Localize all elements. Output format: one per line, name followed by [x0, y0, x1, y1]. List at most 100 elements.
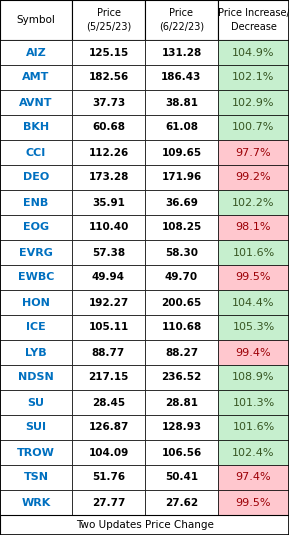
Text: 101.6%: 101.6%	[232, 248, 275, 257]
Text: Price Increase/
Decrease: Price Increase/ Decrease	[218, 9, 289, 32]
Text: 200.65: 200.65	[161, 297, 202, 308]
Text: Symbol: Symbol	[16, 15, 55, 25]
Bar	[145, 65, 218, 90]
Bar	[0, 415, 72, 440]
Text: 36.69: 36.69	[165, 197, 198, 208]
Text: 99.4%: 99.4%	[236, 348, 271, 357]
Bar	[218, 265, 289, 290]
Bar	[145, 490, 218, 515]
Text: AVNT: AVNT	[19, 97, 53, 108]
Bar	[218, 340, 289, 365]
Text: 97.4%: 97.4%	[236, 472, 271, 483]
Text: 125.15: 125.15	[88, 48, 129, 57]
Bar	[72, 365, 145, 390]
Bar	[72, 340, 145, 365]
Text: 102.4%: 102.4%	[232, 447, 275, 457]
Text: 60.68: 60.68	[92, 123, 125, 133]
Text: 99.5%: 99.5%	[236, 272, 271, 282]
Text: 37.73: 37.73	[92, 97, 125, 108]
Text: AIZ: AIZ	[26, 48, 46, 57]
Text: 104.9%: 104.9%	[232, 48, 275, 57]
Text: EVRG: EVRG	[19, 248, 53, 257]
Bar	[145, 115, 218, 140]
Text: 112.26: 112.26	[88, 148, 129, 157]
Text: ICE: ICE	[26, 323, 46, 332]
Text: 108.25: 108.25	[161, 223, 202, 233]
Text: 100.7%: 100.7%	[232, 123, 275, 133]
Text: 217.15: 217.15	[88, 372, 129, 383]
Bar	[72, 390, 145, 415]
Bar	[145, 340, 218, 365]
Text: 99.5%: 99.5%	[236, 498, 271, 508]
Text: 57.38: 57.38	[92, 248, 125, 257]
Text: 98.1%: 98.1%	[236, 223, 271, 233]
Bar	[145, 465, 218, 490]
Text: 99.2%: 99.2%	[236, 172, 271, 182]
Text: 28.45: 28.45	[92, 398, 125, 408]
Bar	[72, 415, 145, 440]
Text: 108.9%: 108.9%	[232, 372, 275, 383]
Bar	[218, 240, 289, 265]
Text: 182.56: 182.56	[88, 73, 129, 82]
Text: LYB: LYB	[25, 348, 47, 357]
Bar	[0, 140, 72, 165]
Bar	[145, 140, 218, 165]
Bar	[0, 315, 72, 340]
Text: 27.77: 27.77	[92, 498, 125, 508]
Bar	[145, 0, 218, 40]
Bar	[145, 415, 218, 440]
Bar	[0, 365, 72, 390]
Bar	[218, 140, 289, 165]
Text: 105.11: 105.11	[88, 323, 129, 332]
Bar	[145, 40, 218, 65]
Bar	[72, 265, 145, 290]
Text: BKH: BKH	[23, 123, 49, 133]
Bar	[218, 490, 289, 515]
Bar	[0, 215, 72, 240]
Bar	[72, 240, 145, 265]
Bar	[218, 0, 289, 40]
Bar	[72, 140, 145, 165]
Text: HON: HON	[22, 297, 50, 308]
Bar	[218, 40, 289, 65]
Text: 171.96: 171.96	[161, 172, 202, 182]
Text: 88.77: 88.77	[92, 348, 125, 357]
Text: 49.94: 49.94	[92, 272, 125, 282]
Text: 27.62: 27.62	[165, 498, 198, 508]
Text: 50.41: 50.41	[165, 472, 198, 483]
Text: 186.43: 186.43	[161, 73, 202, 82]
Text: 97.7%: 97.7%	[236, 148, 271, 157]
Bar	[145, 390, 218, 415]
Bar	[0, 40, 72, 65]
Bar	[72, 165, 145, 190]
Bar	[218, 465, 289, 490]
Bar	[145, 440, 218, 465]
Text: 131.28: 131.28	[161, 48, 202, 57]
Text: 106.56: 106.56	[161, 447, 202, 457]
Bar	[0, 465, 72, 490]
Text: ENB: ENB	[23, 197, 49, 208]
Bar	[145, 90, 218, 115]
Text: 88.27: 88.27	[165, 348, 198, 357]
Text: Price
(6/22/23): Price (6/22/23)	[159, 9, 204, 32]
Bar	[72, 40, 145, 65]
Text: 101.3%: 101.3%	[232, 398, 275, 408]
Text: AMT: AMT	[22, 73, 50, 82]
Text: 173.28: 173.28	[88, 172, 129, 182]
Text: EWBC: EWBC	[18, 272, 54, 282]
Text: 58.30: 58.30	[165, 248, 198, 257]
Text: Price
(5/25/23): Price (5/25/23)	[86, 9, 131, 32]
Text: DEO: DEO	[23, 172, 49, 182]
Text: 104.09: 104.09	[88, 447, 129, 457]
Bar	[145, 315, 218, 340]
Text: 104.4%: 104.4%	[232, 297, 275, 308]
Text: 35.91: 35.91	[92, 197, 125, 208]
Bar	[145, 190, 218, 215]
Bar	[72, 190, 145, 215]
Bar	[72, 215, 145, 240]
Text: 128.93: 128.93	[162, 423, 201, 432]
Bar	[218, 290, 289, 315]
Bar	[72, 465, 145, 490]
Bar	[0, 165, 72, 190]
Bar	[0, 290, 72, 315]
